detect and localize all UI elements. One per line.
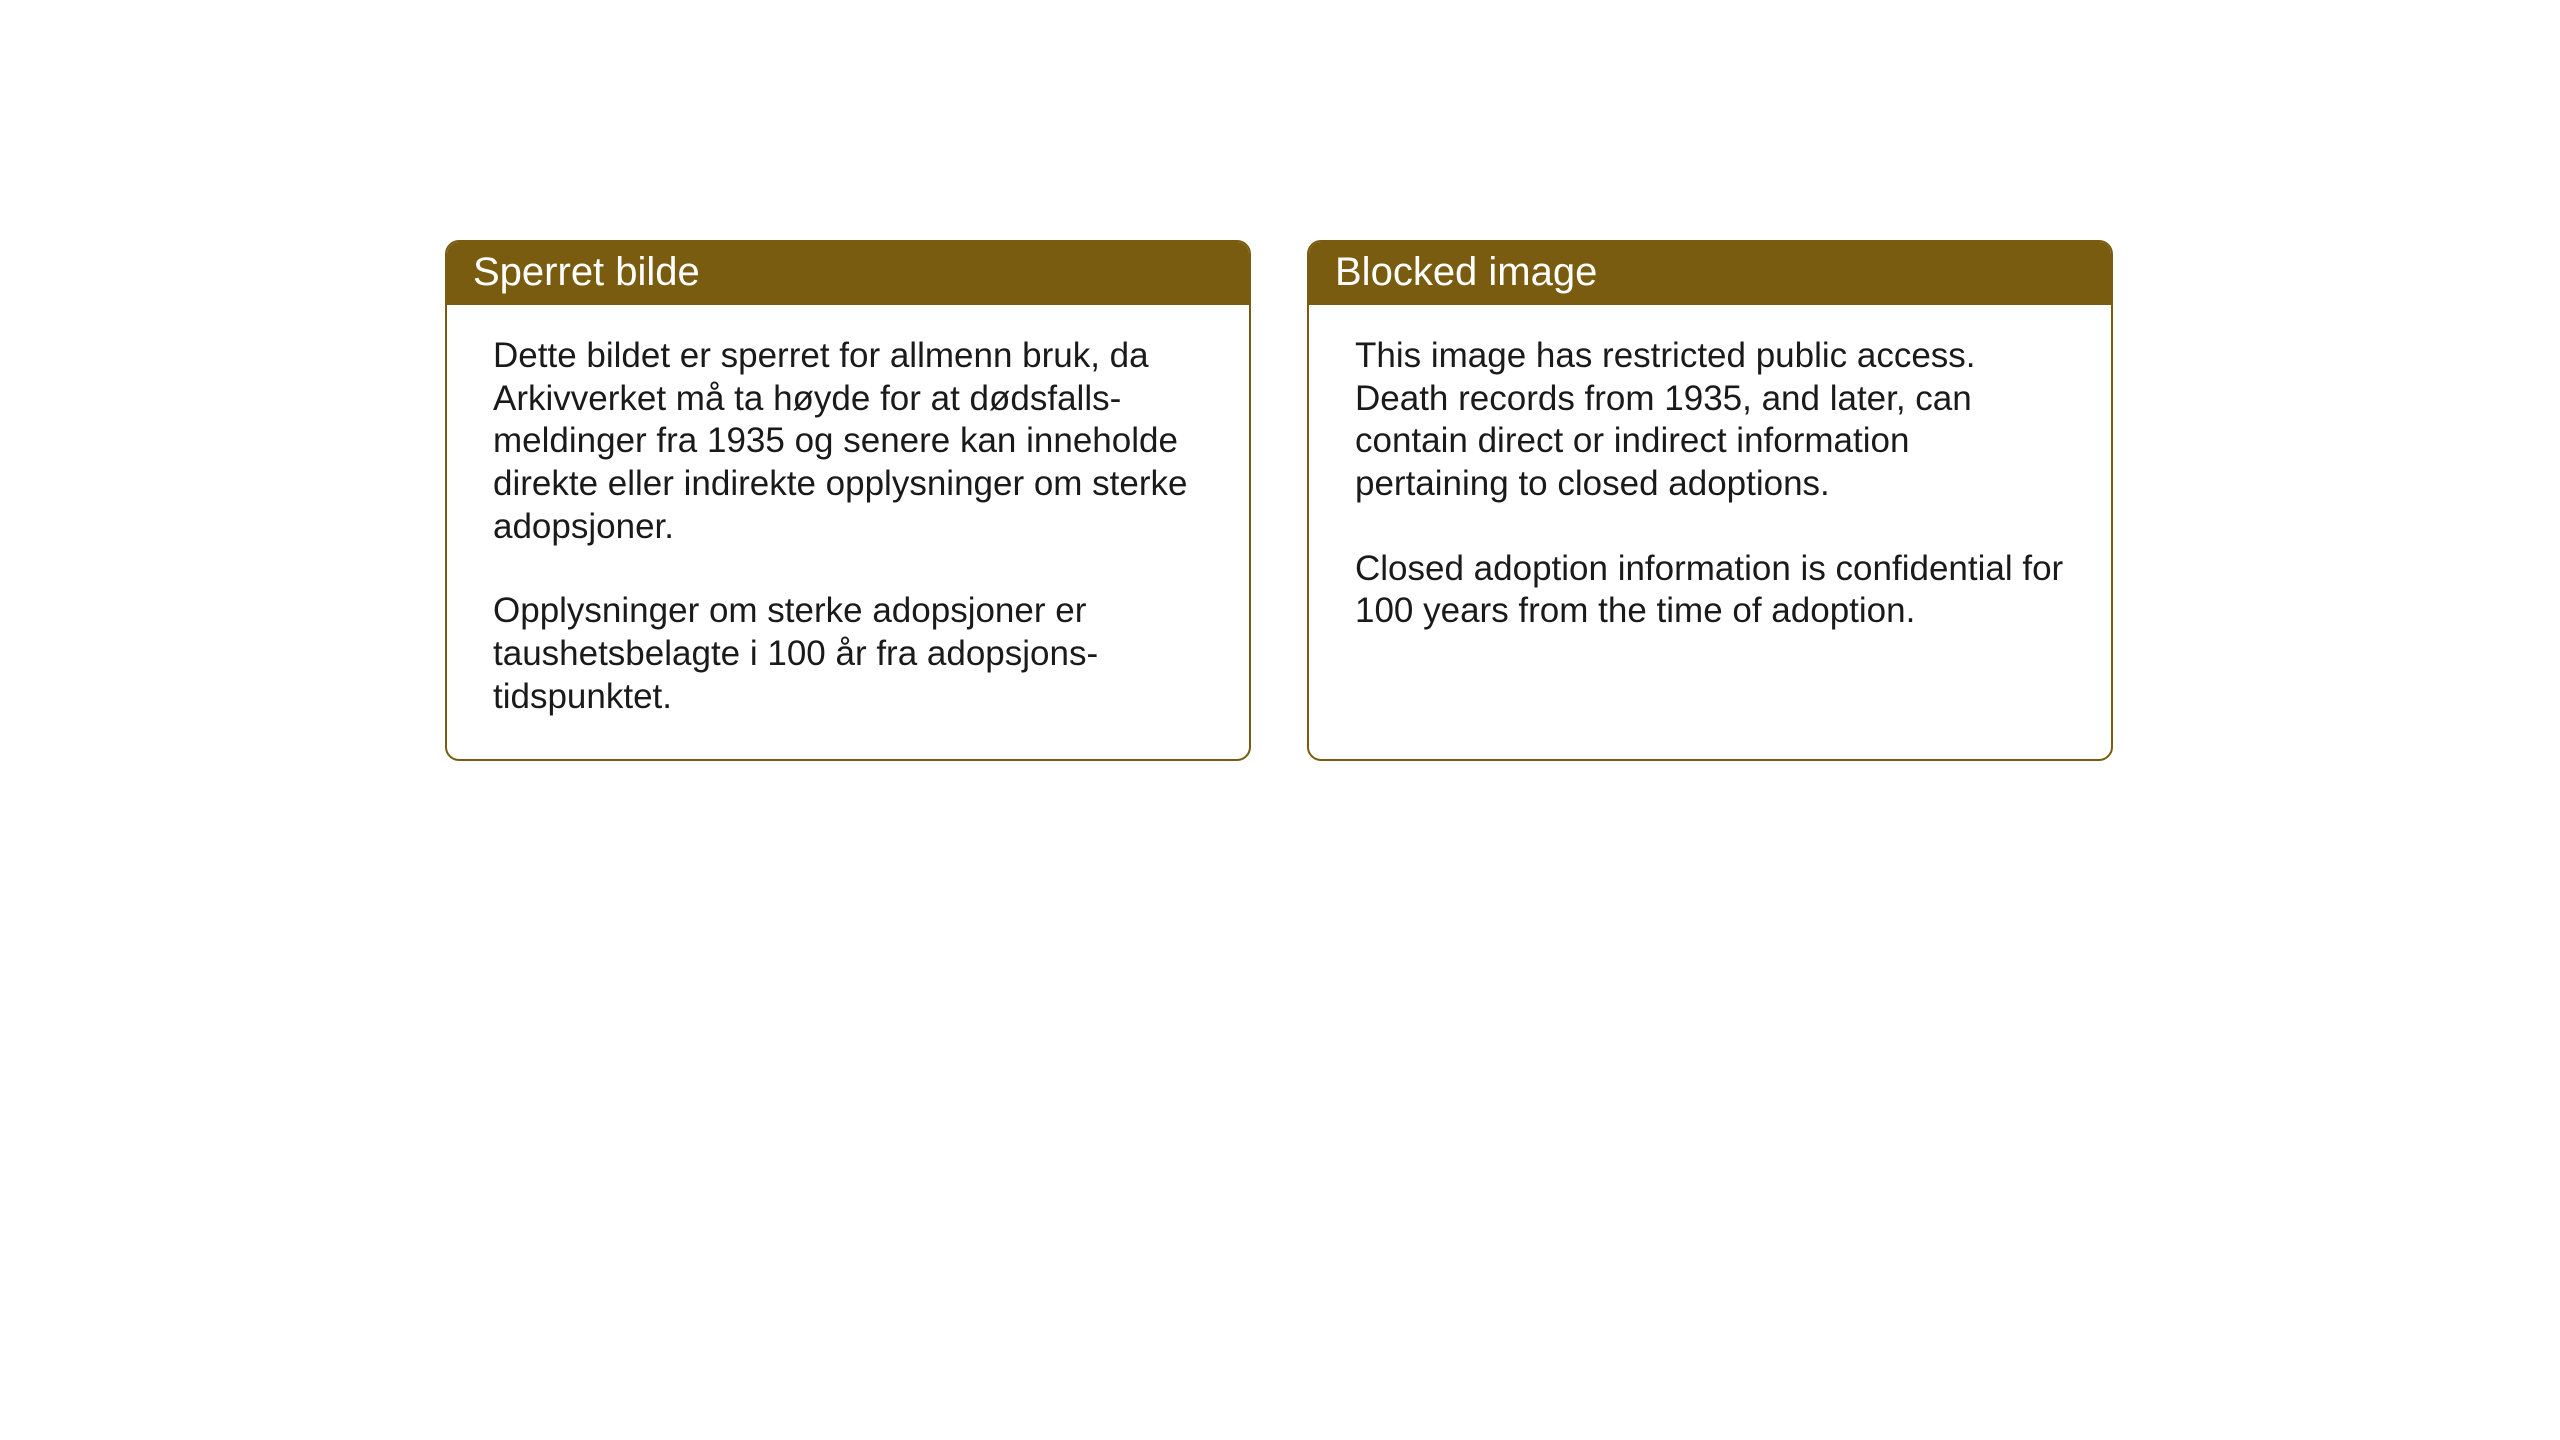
notice-container: Sperret bilde Dette bildet er sperret fo… [445,240,2113,761]
notice-body-norwegian: Dette bildet er sperret for allmenn bruk… [447,305,1249,759]
notice-paragraph: Opplysninger om sterke adopsjoner er tau… [493,590,1203,718]
notice-box-norwegian: Sperret bilde Dette bildet er sperret fo… [445,240,1251,761]
notice-box-english: Blocked image This image has restricted … [1307,240,2113,761]
notice-paragraph: This image has restricted public access.… [1355,335,2065,506]
notice-header-english: Blocked image [1309,242,2111,305]
notice-paragraph: Dette bildet er sperret for allmenn bruk… [493,335,1203,548]
notice-header-norwegian: Sperret bilde [447,242,1249,305]
notice-body-english: This image has restricted public access.… [1309,305,2111,673]
notice-paragraph: Closed adoption information is confident… [1355,548,2065,633]
